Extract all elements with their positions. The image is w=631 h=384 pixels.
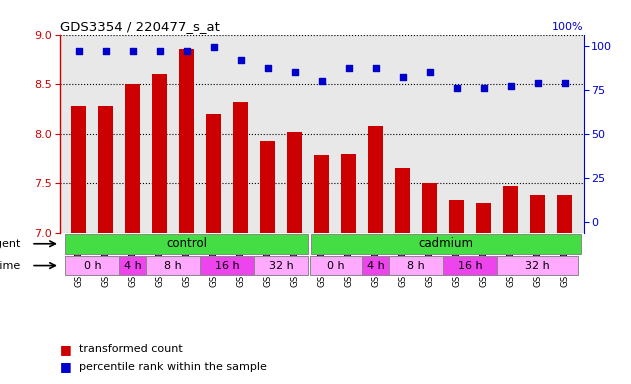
Text: 0 h: 0 h: [327, 261, 345, 271]
Text: transformed count: transformed count: [79, 344, 182, 354]
Bar: [146, 256, 200, 275]
Text: 32 h: 32 h: [269, 261, 293, 271]
Bar: [476, 203, 491, 233]
Bar: [254, 256, 309, 275]
Bar: [389, 256, 444, 275]
Bar: [119, 256, 146, 275]
Bar: [444, 256, 497, 275]
Bar: [287, 132, 302, 233]
Bar: [557, 195, 572, 233]
Point: [74, 48, 84, 54]
Bar: [153, 74, 167, 233]
Point: [452, 85, 462, 91]
Point: [317, 78, 327, 84]
Point: [155, 48, 165, 54]
Text: ■: ■: [60, 360, 72, 373]
Bar: [369, 126, 383, 233]
Bar: [310, 256, 362, 275]
Bar: [341, 154, 357, 233]
Point: [505, 83, 516, 89]
Text: control: control: [167, 237, 208, 250]
Bar: [449, 200, 464, 233]
Point: [236, 56, 246, 63]
Bar: [66, 256, 119, 275]
Point: [560, 79, 570, 86]
Text: 16 h: 16 h: [215, 261, 240, 271]
Text: agent: agent: [0, 239, 21, 249]
Bar: [311, 234, 581, 253]
Bar: [66, 234, 309, 253]
Text: cadmium: cadmium: [418, 237, 473, 250]
Point: [262, 65, 273, 71]
Point: [533, 79, 543, 86]
Bar: [179, 50, 194, 233]
Point: [101, 48, 111, 54]
Point: [290, 69, 300, 75]
Point: [182, 48, 192, 54]
Bar: [200, 256, 254, 275]
Point: [398, 74, 408, 80]
Bar: [206, 114, 221, 233]
Bar: [362, 256, 389, 275]
Text: 4 h: 4 h: [367, 261, 385, 271]
Point: [128, 48, 138, 54]
Text: 8 h: 8 h: [408, 261, 425, 271]
Bar: [126, 84, 140, 233]
Text: 8 h: 8 h: [165, 261, 182, 271]
Text: GDS3354 / 220477_s_at: GDS3354 / 220477_s_at: [60, 20, 220, 33]
Text: percentile rank within the sample: percentile rank within the sample: [79, 362, 267, 372]
Point: [371, 65, 381, 71]
Text: 16 h: 16 h: [458, 261, 483, 271]
Point: [425, 69, 435, 75]
Bar: [233, 102, 248, 233]
Bar: [98, 106, 113, 233]
Bar: [504, 186, 518, 233]
Bar: [396, 169, 410, 233]
Bar: [531, 195, 545, 233]
Text: 100%: 100%: [552, 22, 584, 31]
Text: ■: ■: [60, 343, 72, 356]
Bar: [261, 141, 275, 233]
Text: time: time: [0, 261, 21, 271]
Text: 32 h: 32 h: [526, 261, 550, 271]
Text: 4 h: 4 h: [124, 261, 142, 271]
Point: [344, 65, 354, 71]
Point: [479, 85, 489, 91]
Bar: [71, 106, 86, 233]
Bar: [497, 256, 578, 275]
Bar: [314, 154, 329, 233]
Point: [209, 44, 219, 50]
Text: 0 h: 0 h: [83, 261, 101, 271]
Bar: [422, 183, 437, 233]
